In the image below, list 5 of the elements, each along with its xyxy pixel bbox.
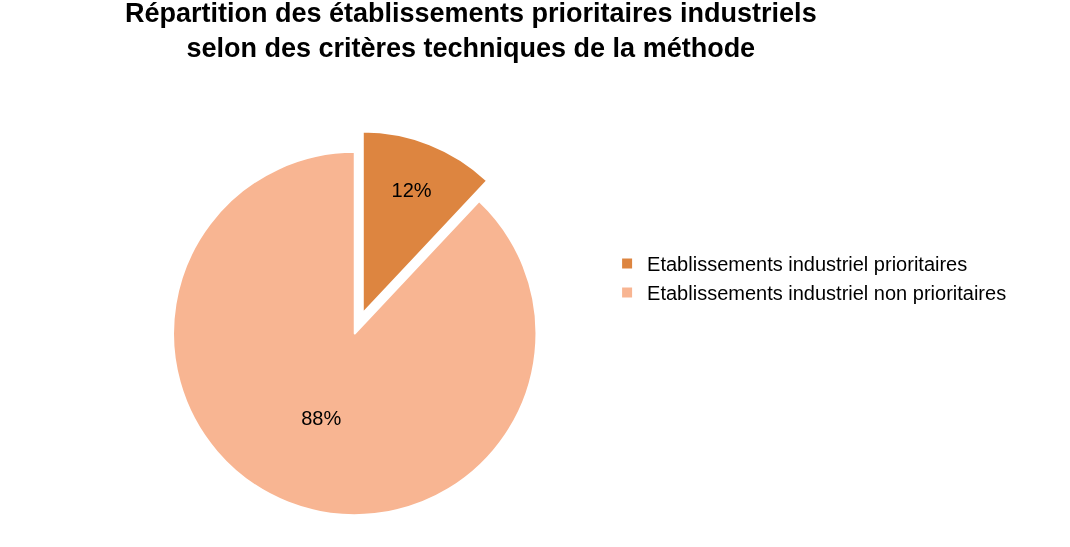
data-label: 12% [391,178,432,201]
legend-label: Etablissements industriel prioritaires [647,253,968,276]
data-label: 88% [301,406,342,429]
legend-label: Etablissements industriel non prioritaires [647,282,1007,305]
chart-title: Répartition des établissements prioritaires industriels selon des critères techniques de la méthode [124,0,817,63]
